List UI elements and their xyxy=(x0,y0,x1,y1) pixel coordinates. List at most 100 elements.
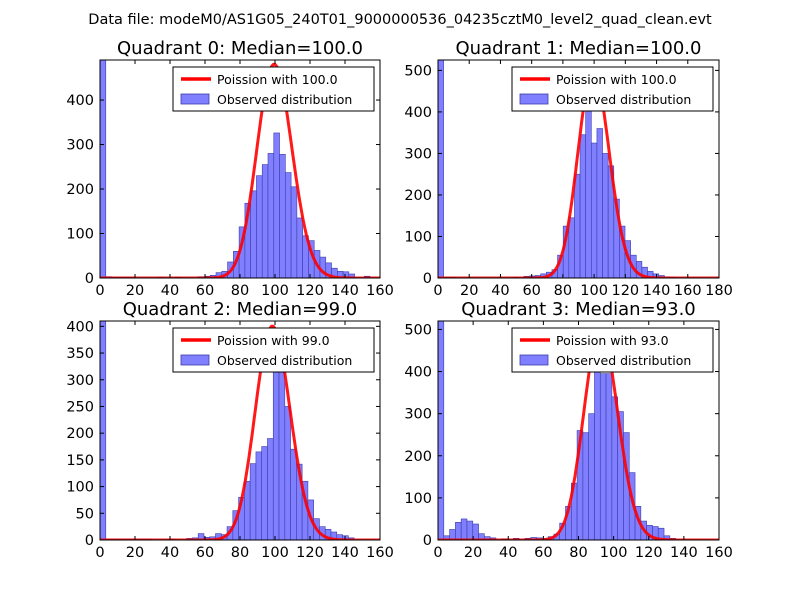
y-tick-label: 150 xyxy=(66,453,94,469)
legend-observed-label: Observed distribution xyxy=(556,353,691,368)
x-tick-label: 0 xyxy=(95,545,104,561)
histogram-bar xyxy=(284,406,291,540)
x-tick-label: 40 xyxy=(161,545,179,561)
x-tick-label: 120 xyxy=(611,283,639,299)
histogram-bar xyxy=(657,527,665,540)
legend-observed-swatch xyxy=(180,93,210,105)
x-tick-label: 60 xyxy=(196,283,214,299)
histogram-bar xyxy=(466,520,474,540)
histogram-bar xyxy=(588,413,595,540)
y-tick-label: 500 xyxy=(404,63,432,79)
y-tick-label: 100 xyxy=(404,491,432,507)
y-tick-label: 400 xyxy=(66,319,94,335)
y-tick-label: 350 xyxy=(66,346,94,362)
y-tick-label: 100 xyxy=(404,229,432,245)
legend: Poission with 100.0 Observed distribution xyxy=(172,66,375,112)
poisson-curve xyxy=(100,62,380,278)
y-tick-label: 0 xyxy=(423,271,432,287)
legend-poisson-label: Poission with 100.0 xyxy=(556,72,677,87)
y-tick-label: 400 xyxy=(404,105,432,121)
x-tick-label: 0 xyxy=(433,545,442,561)
histogram-bar xyxy=(267,153,275,278)
histogram-bar xyxy=(285,172,292,278)
histogram-bar xyxy=(585,103,592,278)
y-tick-label: 300 xyxy=(66,373,94,389)
y-tick-label: 200 xyxy=(404,449,432,465)
poisson-curve xyxy=(438,68,719,278)
x-tick-label: 20 xyxy=(126,545,144,561)
histogram-bar xyxy=(602,153,609,278)
x-tick-label: 80 xyxy=(231,545,249,561)
histogram-bar xyxy=(438,321,445,540)
x-tick-label: 120 xyxy=(296,545,324,561)
histogram-bar xyxy=(596,128,603,278)
histogram-bar xyxy=(568,217,575,278)
histogram-bar xyxy=(290,448,297,540)
y-tick-label: 0 xyxy=(85,271,94,287)
x-tick-label: 140 xyxy=(331,283,359,299)
histogram-bars xyxy=(438,321,676,540)
histogram-bar xyxy=(290,186,298,278)
y-tick-label: 400 xyxy=(66,93,94,109)
x-tick-label: 80 xyxy=(554,283,572,299)
histogram-bar xyxy=(594,371,601,540)
legend: Poission with 93.0 Observed distribution xyxy=(511,327,714,373)
x-tick-label: 120 xyxy=(296,283,324,299)
histogram-bar xyxy=(261,164,269,278)
histogram-bar xyxy=(273,132,280,278)
histogram-bar xyxy=(605,373,613,540)
x-tick-label: 40 xyxy=(161,283,179,299)
y-tick-label: 50 xyxy=(76,506,94,522)
y-tick-label: 400 xyxy=(404,365,432,381)
x-tick-label: 160 xyxy=(705,545,733,561)
x-tick-label: 100 xyxy=(261,545,289,561)
legend: Poission with 100.0 Observed distribution xyxy=(511,66,714,112)
x-tick-label: 0 xyxy=(95,283,104,299)
histogram-bar xyxy=(582,432,589,540)
histogram-bar xyxy=(250,190,257,278)
legend-poisson-label: Poission with 100.0 xyxy=(217,72,338,87)
histogram-bar xyxy=(278,363,286,540)
chart-panel-2: 0 20 40 60 80 100 120 140 160 0 50 100 150 200 250 300 3… xyxy=(66,299,394,561)
legend-observed-label: Observed distribution xyxy=(217,353,352,368)
x-tick-label: 40 xyxy=(491,283,509,299)
x-tick-label: 60 xyxy=(534,545,552,561)
x-tick-label: 100 xyxy=(600,545,628,561)
x-tick-label: 120 xyxy=(635,545,663,561)
chart-panel-0: 0 20 40 60 80 100 120 140 160 0 100 200 300 400 Quadra… xyxy=(66,38,394,299)
histogram-bar xyxy=(449,529,456,540)
x-tick-label: 80 xyxy=(231,283,249,299)
histogram-bar xyxy=(579,134,586,278)
histogram-bar xyxy=(249,463,257,540)
histogram-bar xyxy=(296,217,303,278)
y-tick-label: 300 xyxy=(66,138,94,154)
histogram-bar xyxy=(472,523,479,540)
histogram-bar xyxy=(599,373,607,540)
x-tick-label: 140 xyxy=(643,283,671,299)
chart-title: Quadrant 1: Median=100.0 xyxy=(456,38,702,59)
histogram-bar xyxy=(272,356,280,540)
histogram-bar xyxy=(438,60,444,278)
x-tick-label: 20 xyxy=(126,283,144,299)
histogram-bar xyxy=(611,396,618,540)
y-tick-label: 200 xyxy=(66,426,94,442)
legend-observed-swatch xyxy=(519,354,549,366)
poisson-curve xyxy=(100,324,380,540)
x-tick-label: 40 xyxy=(499,545,517,561)
x-tick-label: 20 xyxy=(460,283,478,299)
histogram-bars xyxy=(438,60,676,278)
legend-observed-label: Observed distribution xyxy=(217,92,352,107)
chart-title: Quadrant 0: Median=100.0 xyxy=(117,38,363,59)
y-tick-label: 250 xyxy=(66,399,94,415)
x-tick-label: 100 xyxy=(261,283,289,299)
x-tick-label: 160 xyxy=(674,283,702,299)
legend: Poission with 99.0 Observed distribution xyxy=(172,327,375,373)
x-tick-label: 160 xyxy=(366,545,394,561)
histogram-bar xyxy=(197,533,205,540)
legend-observed-label: Observed distribution xyxy=(556,92,691,107)
histogram-bar xyxy=(255,451,263,540)
y-tick-label: 300 xyxy=(404,407,432,423)
chart-title: Quadrant 2: Median=99.0 xyxy=(123,299,358,320)
y-tick-label: 200 xyxy=(66,182,94,198)
